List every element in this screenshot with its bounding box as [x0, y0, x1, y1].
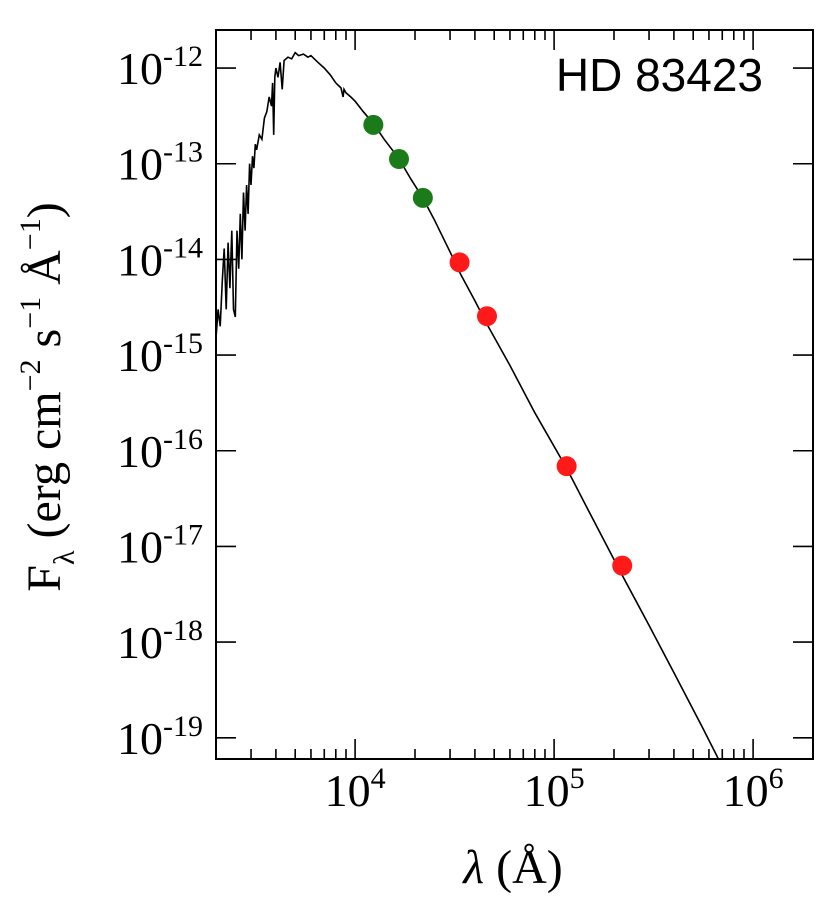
- photometry-point: [363, 114, 384, 135]
- photometry-points: [363, 114, 633, 576]
- y-tick-label: 10-14: [117, 231, 203, 285]
- x-axis-unit: (Å): [484, 841, 563, 894]
- y-axis-sub: λ: [48, 550, 81, 565]
- photometry-point: [612, 555, 633, 576]
- star-name-annotation: HD 83423: [556, 49, 763, 101]
- model-spectrum-line: [216, 51, 720, 759]
- y-axis-exp3: −1: [14, 218, 47, 250]
- x-tick-labels: 104 105 106: [325, 762, 784, 816]
- x-tick-label: 106: [723, 762, 784, 816]
- photometry-point: [476, 306, 497, 327]
- y-axis-open: (erg cm: [18, 391, 71, 550]
- x-tick-label: 104: [325, 762, 386, 816]
- plot-frame: [215, 29, 814, 760]
- minor-ticks: [215, 30, 814, 759]
- y-axis-exp2: −1: [14, 297, 47, 329]
- y-axis-s: s: [18, 329, 71, 360]
- x-tick-label: 105: [524, 762, 585, 816]
- y-tick-label: 10-12: [117, 40, 203, 94]
- plot-area: [216, 51, 720, 759]
- y-tick-label: 10-19: [117, 710, 203, 764]
- photometry-point: [556, 456, 577, 477]
- y-tick-label: 10-13: [117, 136, 203, 190]
- y-axis-f: F: [18, 565, 71, 592]
- y-axis-ang: Å: [18, 250, 71, 297]
- x-axis-lambda: λ: [461, 841, 484, 894]
- y-axis-title: Fλ (erg cm−2 s−1 Å−1): [14, 202, 81, 591]
- y-tick-label: 10-15: [117, 327, 203, 381]
- y-tick-label: 10-17: [117, 518, 203, 572]
- major-ticks: [216, 30, 813, 759]
- y-tick-labels: 10-12 10-13 10-14 10-15 10-16 10-17 10-18 10-19: [117, 40, 203, 764]
- photometry-point: [449, 252, 470, 273]
- photometry-point: [389, 149, 410, 170]
- y-tick-label: 10-18: [117, 614, 203, 668]
- photometry-point: [412, 187, 433, 208]
- x-axis-title: λ (Å): [461, 841, 562, 894]
- y-tick-label: 10-16: [117, 423, 203, 477]
- y-axis-close: ): [18, 202, 71, 218]
- y-axis-exp1: −2: [14, 359, 47, 391]
